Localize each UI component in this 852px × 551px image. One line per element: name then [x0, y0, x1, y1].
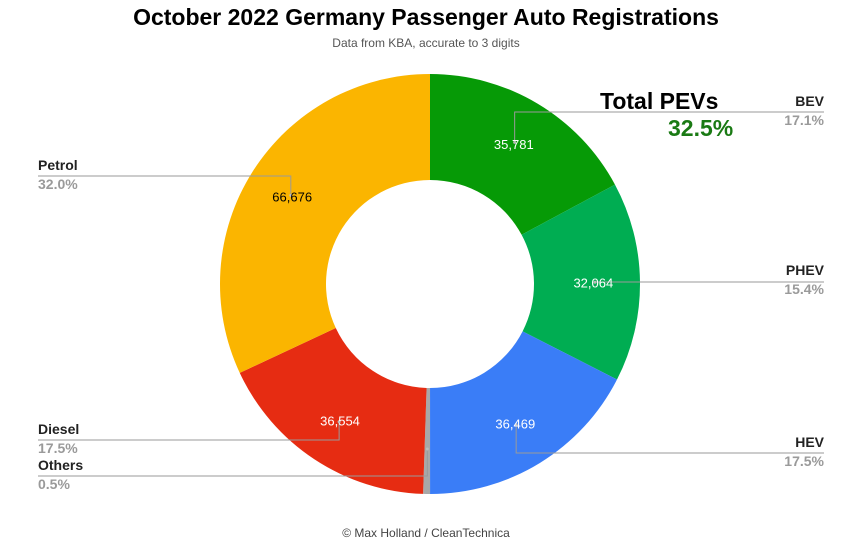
- slice-phev: [521, 184, 641, 380]
- leader-dot-diesel: [337, 420, 341, 424]
- slice-name-others: Others: [38, 457, 83, 473]
- total-pev-value: 32.5%: [668, 115, 734, 141]
- slice-name-diesel: Diesel: [38, 421, 79, 437]
- slice-name-phev: PHEV: [786, 262, 825, 278]
- slice-others: [423, 387, 431, 495]
- slice-diesel: [239, 328, 427, 494]
- slice-bev: [430, 74, 615, 235]
- leader-line-diesel: [38, 421, 340, 441]
- leader-dot-phev: [593, 280, 597, 284]
- slice-percent-diesel: 17.5%: [38, 440, 78, 456]
- slice-percent-hev: 17.5%: [784, 453, 824, 469]
- slice-percent-bev: 17.1%: [784, 112, 824, 128]
- leader-line-petrol: [38, 175, 292, 196]
- leader-dot-others: [425, 447, 429, 451]
- slice-value-diesel: 36,554: [320, 413, 360, 428]
- credit-text: © Max Holland / CleanTechnica: [342, 526, 510, 540]
- slice-value-phev: 32,064: [573, 275, 613, 290]
- slice-percent-phev: 15.4%: [784, 281, 824, 297]
- slice-value-hev: 36,469: [495, 416, 535, 431]
- total-pev-label: Total PEVs: [600, 88, 719, 114]
- leader-line-hev: [515, 424, 824, 454]
- leader-dot-bev: [513, 140, 517, 144]
- slice-name-hev: HEV: [795, 434, 824, 450]
- slice-percent-petrol: 32.0%: [38, 176, 78, 192]
- leader-line-bev: [514, 111, 824, 143]
- slice-name-bev: BEV: [795, 93, 824, 109]
- leader-dot-hev: [514, 423, 518, 427]
- leader-line-others: [38, 448, 428, 477]
- slice-value-bev: 35,781: [494, 137, 534, 152]
- slice-value-petrol: 66,676: [272, 189, 312, 204]
- chart-subtitle: Data from KBA, accurate to 3 digits: [332, 36, 520, 50]
- slice-hev: [430, 331, 618, 494]
- slice-petrol: [220, 74, 430, 373]
- slice-percent-others: 0.5%: [38, 476, 70, 492]
- chart-title: October 2022 Germany Passenger Auto Regi…: [133, 4, 719, 30]
- leader-dot-petrol: [289, 193, 293, 197]
- slice-name-petrol: Petrol: [38, 157, 78, 173]
